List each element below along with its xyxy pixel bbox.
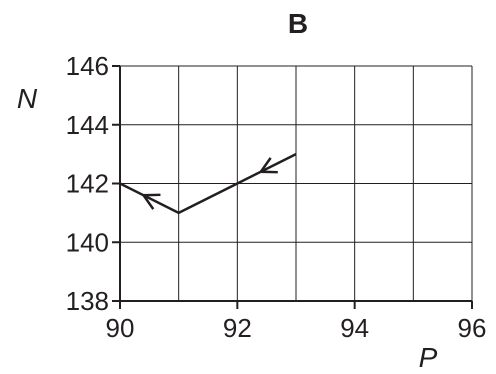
x-tick-label: 96 xyxy=(458,313,487,343)
grid xyxy=(119,65,473,302)
y-tick-label: 146 xyxy=(66,51,109,81)
x-tick-label: 90 xyxy=(106,313,135,343)
series-line xyxy=(119,153,297,215)
axes xyxy=(112,65,473,309)
x-tick-label: 94 xyxy=(340,313,369,343)
y-tick-label: 142 xyxy=(66,169,109,199)
series xyxy=(119,153,297,215)
y-tick-label: 138 xyxy=(66,286,109,316)
x-axis-label: P xyxy=(419,342,438,373)
y-axis-label: N xyxy=(17,83,38,114)
tick-labels: 138 140 142 144 146 90 92 94 96 xyxy=(66,51,487,343)
chart-title: B xyxy=(288,8,308,39)
direction-arrow xyxy=(141,193,161,210)
direction-arrow xyxy=(258,157,278,174)
x-tick-label: 92 xyxy=(223,313,252,343)
y-tick-label: 140 xyxy=(66,227,109,257)
y-tick-label: 144 xyxy=(66,110,109,140)
